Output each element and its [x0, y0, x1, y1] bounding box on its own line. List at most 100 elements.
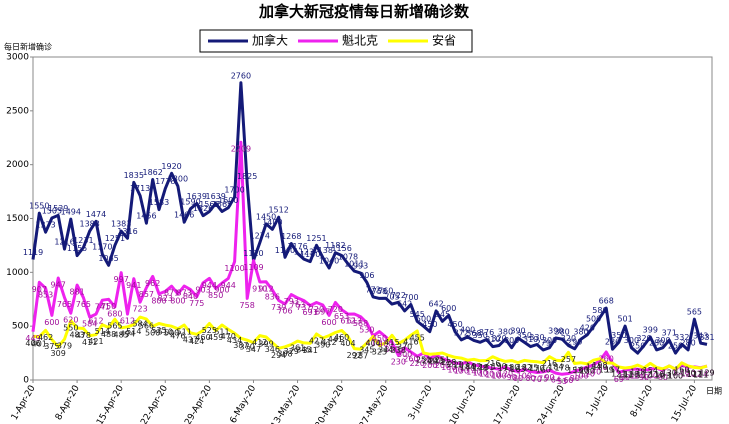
series-line [31, 140, 708, 376]
data-label: 720 [309, 305, 324, 314]
data-label: 220 [410, 359, 425, 368]
data-label: 500 [586, 315, 601, 324]
data-label: 130 [680, 369, 695, 378]
data-label: 434 [227, 336, 242, 345]
data-label: 310 [523, 335, 538, 344]
data-label: 175 [523, 364, 538, 373]
data-label: 1216 [54, 238, 74, 247]
data-label: 1251 [306, 234, 326, 243]
data-label: 450 [372, 334, 387, 343]
data-label: 765 [57, 300, 72, 309]
data-label: 138 [674, 368, 689, 377]
data-label: 723 [132, 305, 147, 314]
data-label: 90 [658, 373, 668, 382]
data-label: 350 [384, 345, 399, 354]
data-label: 112 [636, 370, 651, 379]
data-label: 1583 [149, 198, 169, 207]
data-label: 181 [479, 363, 494, 372]
x-tick-label: 15-Jul-20 [670, 384, 699, 424]
data-label: 102 [624, 372, 639, 381]
data-label: 287 [353, 352, 368, 361]
data-label: 69 [614, 375, 624, 384]
data-label: 80 [526, 374, 536, 383]
data-label: 500 [416, 315, 431, 324]
data-label: 462 [38, 333, 53, 342]
data-label: 100 [491, 372, 506, 381]
data-label: 750 [101, 302, 116, 311]
data-label: 404 [366, 339, 381, 348]
data-label: 722 [391, 291, 406, 300]
data-label: 120 [498, 370, 513, 379]
data-label: 170 [460, 364, 475, 373]
data-label: 1565 [199, 200, 219, 209]
data-label: 421 [88, 337, 103, 346]
data-label: 1800 [168, 175, 188, 184]
data-label: 772 [366, 285, 381, 294]
data-label: 500 [145, 329, 160, 338]
data-label: 60 [563, 376, 573, 385]
data-label: 944 [221, 281, 236, 290]
data-label: 411 [82, 338, 97, 347]
data-label: 962 [145, 279, 160, 288]
data-label: 705 [384, 293, 399, 302]
data-label: 871 [164, 289, 179, 298]
data-label: 70 [532, 375, 542, 384]
data-label: 118 [624, 370, 639, 379]
data-label: 257 [561, 355, 576, 364]
data-label: 200 [422, 361, 437, 370]
data-label: 290 [567, 337, 582, 346]
data-label: 739 [271, 303, 286, 312]
data-label: 760 [378, 287, 393, 296]
data-label: 412 [321, 338, 336, 347]
data-label: 1825 [237, 172, 257, 181]
x-tick-label: 29-Apr-20 [183, 384, 214, 424]
data-label: 308 [277, 349, 292, 358]
data-label: 1100 [300, 250, 320, 259]
x-tick-label: 1-Apr-20 [10, 384, 38, 423]
data-label: 404 [340, 339, 355, 348]
data-label: 1138 [313, 246, 333, 255]
data-label: 691 [303, 308, 318, 317]
data-label: 910 [252, 285, 267, 294]
data-label: 390 [315, 341, 330, 350]
data-label: 130 [662, 369, 677, 378]
data-label: 80 [570, 374, 580, 383]
data-label: 907 [32, 285, 47, 294]
data-label: 763 [290, 300, 305, 309]
data-label: 1466 [174, 211, 194, 220]
data-label: 565 [107, 322, 122, 331]
data-label: 620 [63, 316, 78, 325]
data-label: 117 [687, 370, 702, 379]
data-label: 700 [403, 293, 418, 302]
data-label: 329 [284, 347, 299, 356]
data-label: 122 [687, 369, 702, 378]
x-tick-label: 17-Jun-20 [492, 384, 523, 424]
data-label: 154 [643, 366, 658, 375]
data-label: 75 [538, 374, 548, 383]
data-label: 460 [334, 333, 349, 342]
x-tick-label: 13-May-20 [270, 384, 303, 424]
data-label: 80 [513, 374, 523, 383]
data-label: 1231 [73, 236, 93, 245]
data-label: 1565 [212, 200, 232, 209]
data-label: 514 [126, 327, 141, 336]
data-label: 230 [391, 358, 406, 367]
data-label: 153 [567, 366, 582, 375]
data-label: 741 [95, 303, 110, 312]
x-tick-label: 10-Jun-20 [448, 384, 479, 424]
data-label: 111 [693, 371, 708, 380]
data-label: 251 [416, 355, 431, 364]
x-tick-label: 8-Apr-20 [54, 384, 82, 423]
data-label: 1383 [111, 220, 131, 229]
legend-label: 魁北克 [342, 33, 378, 48]
data-label: 900 [214, 286, 229, 295]
data-label: 345 [296, 345, 311, 354]
data-label: 500 [164, 329, 179, 338]
data-label: 400 [378, 339, 393, 348]
data-label: 488 [101, 330, 116, 339]
data-label: 157 [605, 366, 620, 375]
data-label: 216 [542, 359, 557, 368]
data-label: 160 [536, 365, 551, 374]
data-label: 697 [315, 307, 330, 316]
x-tick-label: 24-Jun-20 [536, 384, 567, 424]
